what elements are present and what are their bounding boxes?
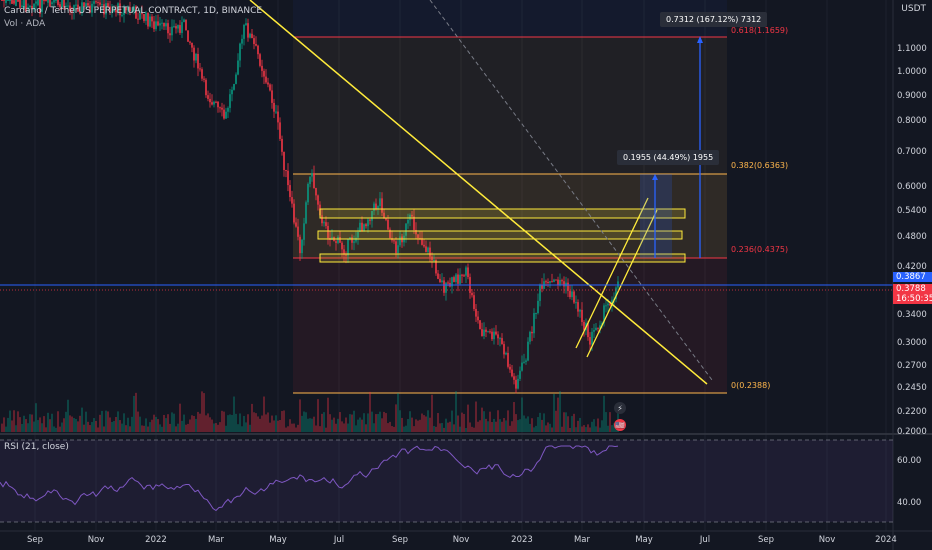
time-tick: Sep (391, 535, 409, 545)
fib-zones (293, 0, 727, 394)
trend-lines[interactable] (249, 0, 713, 385)
fib-label-0236: 0.236(0.4375) (731, 245, 789, 254)
rsi-tick: 40.00 (897, 498, 922, 508)
time-tick: May (635, 535, 653, 545)
volume-label[interactable]: Vol · ADA (4, 19, 46, 29)
time-tick: Nov (87, 535, 105, 545)
rsi-title[interactable]: RSI (21, close) (4, 442, 69, 452)
resistance-boxes[interactable] (317, 208, 686, 263)
measure-label-large[interactable]: 0.7312 (167.12%) 7312 (660, 12, 768, 27)
price-tick: 0.7000 (897, 147, 927, 157)
price-tick: 1.0000 (897, 67, 927, 77)
us-flag-icon[interactable]: 🇺🇸 (614, 419, 626, 431)
price-tick: 0.2000 (897, 427, 927, 437)
price-tick: 0.8000 (897, 116, 927, 126)
rsi-panel (0, 439, 893, 523)
last-price-tag: 0.3788 (893, 284, 932, 294)
fib-label-0: 0(0.2388) (731, 381, 771, 390)
measure-label-small[interactable]: 0.1955 (44.49%) 1955 (617, 150, 720, 165)
time-tick: Sep (26, 535, 44, 545)
time-tick: Mar (207, 535, 225, 545)
time-tick: 2023 (511, 535, 533, 545)
symbol-title[interactable]: Cardano / TetherUS PERPETUAL CONTRACT, 1… (4, 6, 263, 16)
time-tick: May (269, 535, 287, 545)
price-tick: 0.5400 (897, 206, 927, 216)
fib-label-0618: 0.618(1.1659) (731, 26, 789, 35)
dashed-trend-line (429, 0, 713, 381)
time-tick: Jul (333, 535, 345, 545)
rsi-line (0, 445, 619, 512)
currency-label: USDT (901, 4, 926, 14)
price-tick: 0.4800 (897, 232, 927, 242)
measurement-tools[interactable] (640, 36, 703, 258)
price-tick: 0.2200 (897, 407, 927, 417)
price-tick: 0.4200 (897, 262, 927, 272)
price-tick: 0.9000 (897, 91, 927, 101)
countdown-tag: 16:50:35 (893, 294, 932, 304)
resistance-box-upper (319, 208, 686, 219)
time-tick: 2024 (875, 535, 897, 545)
resistance-box-middle (317, 230, 683, 240)
main-downtrend-line (249, 0, 708, 385)
lightning-icon[interactable]: ⚡ (614, 402, 626, 414)
time-tick: Nov (818, 535, 836, 545)
price-tick: 0.3400 (897, 310, 927, 320)
rsi-tick: 60.00 (897, 456, 922, 466)
time-tick: Nov (452, 535, 470, 545)
price-tick: 0.3000 (897, 338, 927, 348)
fib-label-0382: 0.382(0.6363) (731, 161, 789, 170)
price-tick: 0.6000 (897, 182, 927, 192)
time-tick: Mar (573, 535, 591, 545)
grid-lines (34, 0, 887, 531)
blue-line-price-tag: 0.3867 (893, 272, 932, 282)
time-tick: Jul (699, 535, 711, 545)
time-tick: 2022 (145, 535, 167, 545)
price-tick: 1.1000 (897, 44, 927, 54)
volume-bars (1, 391, 619, 432)
price-tick: 0.2700 (897, 361, 927, 371)
resistance-box-lower (319, 253, 686, 263)
time-tick: Sep (757, 535, 775, 545)
price-tick: 0.2450 (897, 383, 927, 393)
channel-line-upper (586, 209, 658, 358)
channel-line-lower (575, 197, 649, 349)
